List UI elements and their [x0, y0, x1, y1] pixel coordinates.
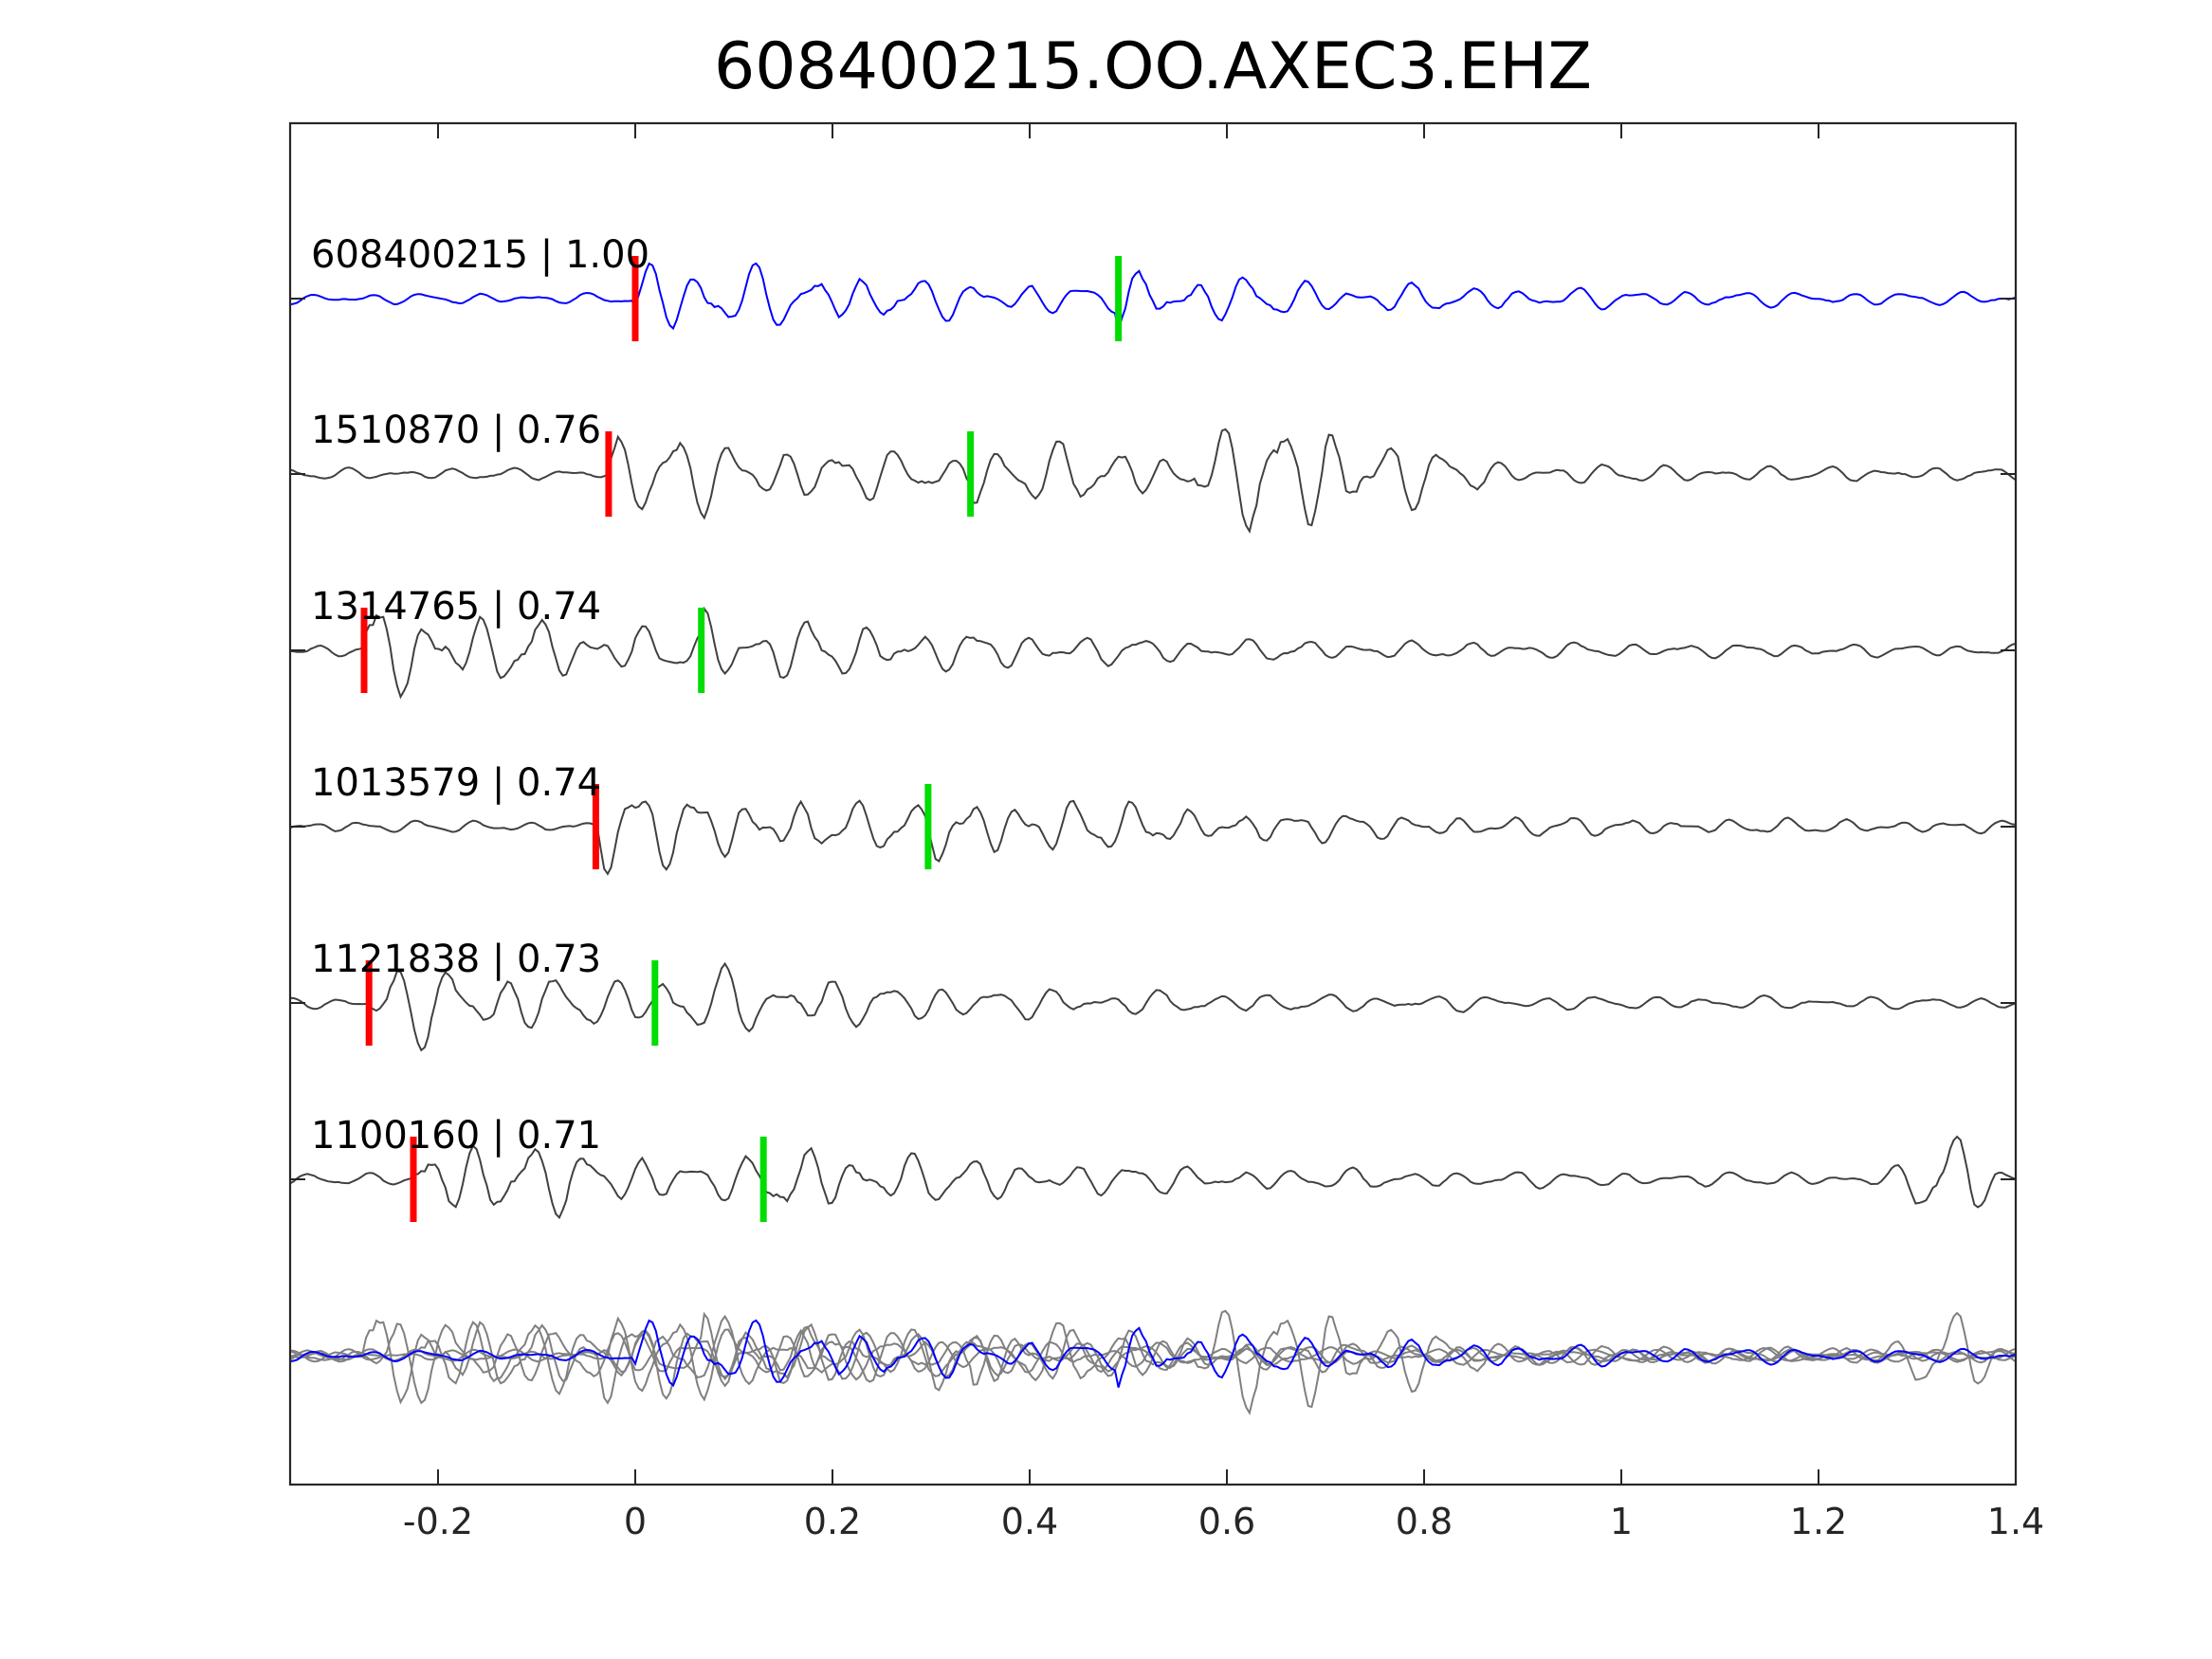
x-tick-label: 1 — [1610, 1501, 1633, 1542]
chart-title: 608400215.OO.AXEC3.EHZ — [714, 29, 1592, 104]
trace-label-1013579: 1013579 | 0.74 — [311, 761, 601, 805]
trace-label-1100160: 1100160 | 0.71 — [311, 1114, 601, 1158]
waveform-1121838 — [289, 961, 2017, 1052]
x-tick-label: 0.2 — [804, 1501, 861, 1542]
plot-area: 608400215 | 1.00 1510870 | 0.76 1314765 | … — [289, 233, 2017, 1416]
overlay-trace-1121838 — [289, 1314, 2017, 1405]
x-tick-label: 0.6 — [1198, 1501, 1255, 1542]
overlay-trace-608400215 — [289, 1319, 2017, 1388]
waveform-1100160 — [289, 1135, 2017, 1220]
x-tick-label: 1.2 — [1790, 1501, 1847, 1542]
trace-group-608400215: 608400215 | 1.00 — [289, 233, 2017, 341]
waveform-1510870 — [289, 428, 2017, 535]
x-tick-label: 0.8 — [1396, 1501, 1453, 1542]
waveform-1013579 — [289, 799, 2017, 876]
trace-label-1314765: 1314765 | 0.74 — [311, 585, 601, 629]
waveform-608400215 — [289, 262, 2017, 331]
x-tick-label: 0 — [624, 1501, 647, 1542]
axes-frame — [288, 121, 2018, 1486]
trace-group-1121838: 1121838 | 0.73 — [289, 938, 2017, 1052]
x-tick-label: -0.2 — [403, 1501, 473, 1542]
trace-group-1314765: 1314765 | 0.74 — [289, 585, 2017, 700]
x-tick-label: 0.4 — [1001, 1501, 1058, 1542]
trace-label-1510870: 1510870 | 0.76 — [311, 409, 601, 452]
waveform-1314765 — [289, 606, 2017, 700]
x-axis: -0.2 0 0.2 0.4 0.6 0.8 1 1.2 1.4 — [403, 123, 2044, 1542]
trace-group-1100160: 1100160 | 0.71 — [289, 1114, 2017, 1222]
trace-label-1121838: 1121838 | 0.73 — [311, 938, 601, 981]
trace-group-1013579: 1013579 | 0.74 — [289, 761, 2017, 876]
x-tick-label: 1.4 — [1987, 1501, 2044, 1542]
overlay-stack — [289, 1309, 2017, 1416]
trace-group-1510870: 1510870 | 0.76 — [289, 409, 2017, 535]
trace-label-608400215: 608400215 | 1.00 — [311, 233, 649, 277]
